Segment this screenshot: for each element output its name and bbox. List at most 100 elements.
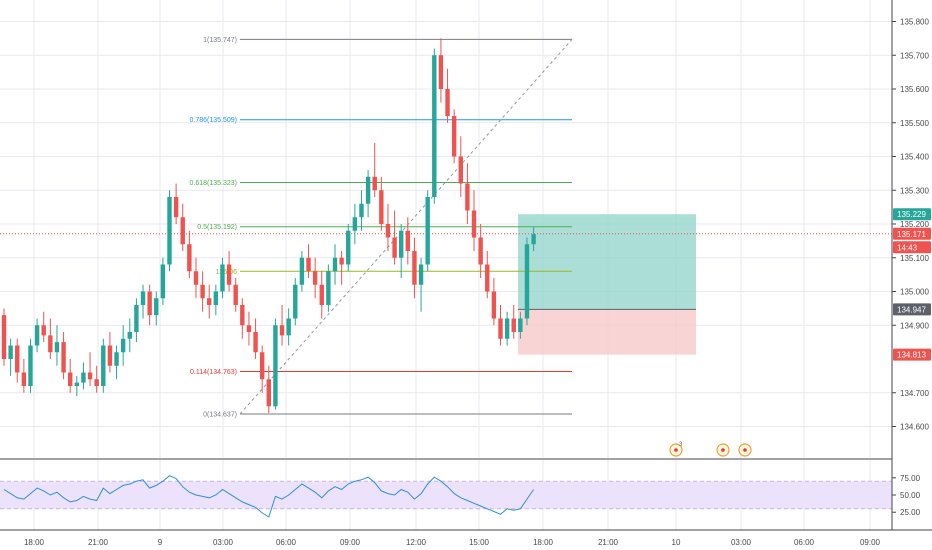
candle-body xyxy=(418,264,424,285)
candle-body xyxy=(266,379,271,407)
candle xyxy=(326,264,331,312)
candle xyxy=(160,257,166,305)
candle xyxy=(226,251,232,292)
candle xyxy=(54,325,60,366)
candle xyxy=(94,365,99,393)
time-tick-label: 03:00 xyxy=(731,538,752,547)
price-axis-labels[interactable]: 135.800 135.700 135.600 135.500 135.400 135.3… xyxy=(892,18,929,432)
candle xyxy=(412,237,417,299)
candle xyxy=(134,298,139,343)
candle xyxy=(200,271,205,312)
candle xyxy=(465,163,470,224)
long-position-tool[interactable] xyxy=(518,214,696,355)
position-stop-zone[interactable] xyxy=(518,309,696,355)
candle xyxy=(246,311,252,346)
candle xyxy=(339,251,344,285)
price-tick-label: 135.400 xyxy=(900,153,929,162)
candle xyxy=(213,284,219,316)
time-tick-label: 06:00 xyxy=(794,538,815,547)
price-badge: 134.947 xyxy=(893,303,931,316)
candle xyxy=(154,291,159,326)
price-badge-bg xyxy=(893,303,931,316)
candle-body xyxy=(412,251,417,285)
candle xyxy=(74,375,80,397)
candle xyxy=(491,278,497,326)
candle xyxy=(120,325,126,366)
event-marker[interactable] xyxy=(716,443,730,457)
candle-body xyxy=(167,197,172,265)
candlestick-series xyxy=(1,38,536,413)
price-badge-bg xyxy=(893,348,931,361)
candle-body xyxy=(273,325,278,407)
candle-body xyxy=(346,230,351,265)
candle-body xyxy=(399,230,404,258)
price-tick-label: 134.600 xyxy=(900,423,929,432)
candle xyxy=(187,230,192,278)
time-tick-label: 18:00 xyxy=(533,538,554,547)
candle xyxy=(41,311,46,343)
candle-body xyxy=(531,234,536,245)
position-target-zone[interactable] xyxy=(518,214,696,310)
time-tick-label: 06:00 xyxy=(276,538,297,547)
price-tick-label: 135.300 xyxy=(900,186,929,195)
candle xyxy=(266,365,271,413)
candle-body xyxy=(120,338,126,353)
time-axis[interactable]: 18:00 21:00 9 03:00 06:00 09:00 12:00 15:00 18:0… xyxy=(24,538,881,547)
candle-body xyxy=(504,318,510,339)
candle xyxy=(299,251,305,292)
price-tick-label: 135.700 xyxy=(900,51,929,60)
candle xyxy=(425,190,430,272)
fib-level-label: 1(135.747) xyxy=(203,37,237,44)
price-tick-label: 134.700 xyxy=(900,389,929,398)
candle xyxy=(478,224,483,278)
candle xyxy=(352,203,358,245)
candle-body xyxy=(312,271,318,285)
fib-level-label: 0.114(134.763) xyxy=(190,369,237,376)
candle xyxy=(21,359,27,393)
candle xyxy=(319,271,324,319)
event-dot xyxy=(743,448,747,452)
candle-body xyxy=(246,325,252,332)
candle-body xyxy=(326,271,331,305)
rsi-tick-label: 75.00 xyxy=(900,474,921,483)
candle-body xyxy=(365,176,371,204)
candle-body xyxy=(279,325,285,336)
candle xyxy=(220,257,225,299)
candle xyxy=(485,251,490,299)
price-axis[interactable] xyxy=(892,0,932,550)
time-tick-label: 21:00 xyxy=(598,538,619,547)
fib-level-label: 0.5(135.192) xyxy=(197,224,237,231)
candle-body xyxy=(74,382,80,386)
candle xyxy=(372,143,377,197)
candle-body xyxy=(21,372,27,386)
candle xyxy=(312,257,318,299)
candle-body xyxy=(438,55,444,89)
candle-body xyxy=(478,237,483,265)
candle xyxy=(101,338,106,393)
event-marker[interactable]: 3 xyxy=(669,442,683,457)
candle xyxy=(279,305,285,346)
price-badge-label: 14:43 xyxy=(897,243,918,252)
candle-body xyxy=(15,345,20,373)
time-tick-label: 18:00 xyxy=(24,538,45,547)
candle xyxy=(359,190,364,231)
candle xyxy=(286,308,291,346)
fib-retracement-tool[interactable]: 1(135.747) 0.786(135.509) 0.618(135.323) 0.… xyxy=(190,37,572,419)
time-tick-label: 09:00 xyxy=(860,538,881,547)
candle xyxy=(365,170,371,218)
rsi-tick-label: 50.00 xyxy=(900,491,921,500)
time-tick-label: 9 xyxy=(158,538,163,547)
candle-body xyxy=(332,257,338,272)
candle xyxy=(253,318,258,359)
candle xyxy=(524,237,530,326)
event-markers[interactable]: 3 xyxy=(669,442,752,457)
candle xyxy=(147,284,152,326)
candle xyxy=(114,345,119,380)
candle xyxy=(240,298,245,339)
candle-body xyxy=(372,176,377,191)
event-marker[interactable] xyxy=(738,443,752,457)
candle-body xyxy=(306,257,311,272)
candle-body xyxy=(41,325,46,336)
candle xyxy=(34,318,40,353)
